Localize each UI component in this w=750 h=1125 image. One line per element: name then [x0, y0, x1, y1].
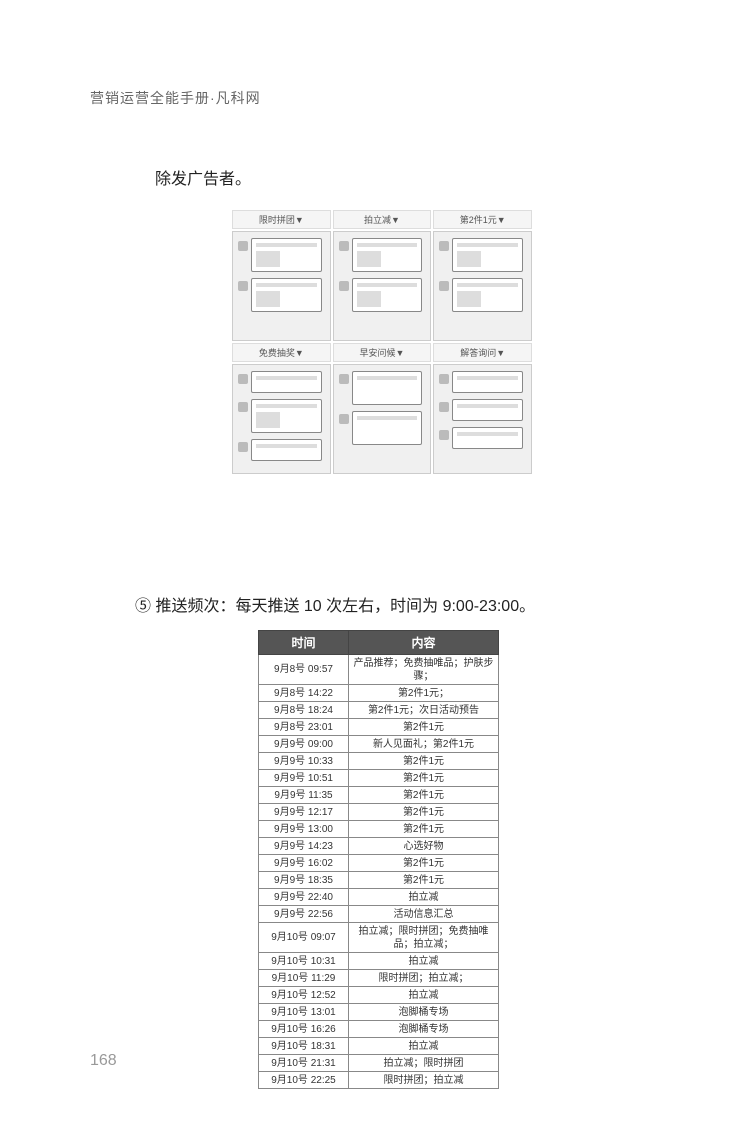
chat-screenshot-grid: 限时拼团▼ 拍立减▼ 第2件1元▼ 免费抽奖▼ 早安问候▼ 解答询问▼	[232, 210, 532, 474]
grid-label: 限时拼团▼	[232, 210, 331, 229]
table-header-time: 时间	[259, 631, 349, 655]
table-cell-time: 9月8号 14:22	[259, 685, 349, 702]
chat-panel	[433, 364, 532, 474]
table-row: 9月9号 18:35第2件1元	[259, 872, 499, 889]
table-cell-content: 第2件1元；次日活动预告	[349, 702, 499, 719]
table-row: 9月8号 14:22第2件1元；	[259, 685, 499, 702]
table-cell-content: 拍立减；限时拼团；免费抽唯品；拍立减；	[349, 923, 499, 953]
table-cell-content: 心选好物	[349, 838, 499, 855]
table-cell-time: 9月9号 10:33	[259, 753, 349, 770]
table-cell-time: 9月10号 13:01	[259, 1004, 349, 1021]
table-cell-time: 9月9号 12:17	[259, 804, 349, 821]
table-cell-time: 9月9号 10:51	[259, 770, 349, 787]
grid-label: 拍立减▼	[333, 210, 432, 229]
table-cell-content: 第2件1元	[349, 753, 499, 770]
table-cell-content: 第2件1元	[349, 787, 499, 804]
table-cell-time: 9月9号 11:35	[259, 787, 349, 804]
table-cell-content: 第2件1元	[349, 770, 499, 787]
table-cell-content: 活动信息汇总	[349, 906, 499, 923]
chat-panel	[433, 231, 532, 341]
chat-panel	[232, 364, 331, 474]
table-cell-content: 第2件1元	[349, 804, 499, 821]
table-row: 9月9号 22:40拍立减	[259, 889, 499, 906]
table-cell-content: 第2件1元	[349, 855, 499, 872]
chat-panel	[232, 231, 331, 341]
grid-label: 早安问候▼	[333, 343, 432, 362]
table-row: 9月9号 10:33第2件1元	[259, 753, 499, 770]
table-row: 9月9号 09:00新人见面礼；第2件1元	[259, 736, 499, 753]
table-cell-time: 9月9号 18:35	[259, 872, 349, 889]
table-row: 9月10号 18:31拍立减	[259, 1038, 499, 1055]
grid-label: 免费抽奖▼	[232, 343, 331, 362]
grid-label: 第2件1元▼	[433, 210, 532, 229]
table-cell-time: 9月10号 10:31	[259, 953, 349, 970]
table-cell-content: 拍立减	[349, 1038, 499, 1055]
table-row: 9月9号 12:17第2件1元	[259, 804, 499, 821]
table-cell-time: 9月10号 21:31	[259, 1055, 349, 1072]
grid-label: 解答询问▼	[433, 343, 532, 362]
table-cell-time: 9月10号 16:26	[259, 1021, 349, 1038]
table-row: 9月9号 11:35第2件1元	[259, 787, 499, 804]
table-row: 9月10号 09:07拍立减；限时拼团；免费抽唯品；拍立减；	[259, 923, 499, 953]
table-cell-content: 泡脚桶专场	[349, 1021, 499, 1038]
table-cell-content: 拍立减；限时拼团	[349, 1055, 499, 1072]
table-cell-time: 9月10号 18:31	[259, 1038, 349, 1055]
table-cell-time: 9月8号 18:24	[259, 702, 349, 719]
table-cell-time: 9月10号 11:29	[259, 970, 349, 987]
table-cell-content: 拍立减	[349, 953, 499, 970]
table-cell-content: 限时拼团；拍立减	[349, 1072, 499, 1089]
table-cell-content: 拍立减	[349, 889, 499, 906]
table-cell-content: 新人见面礼；第2件1元	[349, 736, 499, 753]
table-cell-time: 9月9号 14:23	[259, 838, 349, 855]
table-cell-time: 9月9号 13:00	[259, 821, 349, 838]
table-cell-time: 9月8号 23:01	[259, 719, 349, 736]
table-row: 9月10号 21:31拍立减；限时拼团	[259, 1055, 499, 1072]
table-row: 9月10号 13:01泡脚桶专场	[259, 1004, 499, 1021]
table-row: 9月8号 23:01第2件1元	[259, 719, 499, 736]
table-cell-content: 产品推荐；免费抽唯品；护肤步骤；	[349, 655, 499, 685]
table-row: 9月10号 10:31拍立减	[259, 953, 499, 970]
table-cell-content: 第2件1元；	[349, 685, 499, 702]
paragraph-2: ⑤ 推送频次：每天推送 10 次左右，时间为 9:00-23:00。	[135, 592, 535, 616]
table-cell-content: 限时拼团；拍立减；	[349, 970, 499, 987]
table-row: 9月9号 22:56活动信息汇总	[259, 906, 499, 923]
table-row: 9月10号 12:52拍立减	[259, 987, 499, 1004]
page-header: 营销运营全能手册·凡科网	[90, 88, 261, 108]
table-cell-content: 第2件1元	[349, 821, 499, 838]
table-row: 9月10号 11:29限时拼团；拍立减；	[259, 970, 499, 987]
paragraph-1: 除发广告者。	[155, 165, 251, 189]
table-row: 9月9号 10:51第2件1元	[259, 770, 499, 787]
table-cell-content: 第2件1元	[349, 872, 499, 889]
table-cell-content: 拍立减	[349, 987, 499, 1004]
push-schedule-table: 时间 内容 9月8号 09:57产品推荐；免费抽唯品；护肤步骤；9月8号 14:…	[258, 630, 499, 1089]
table-row: 9月8号 09:57产品推荐；免费抽唯品；护肤步骤；	[259, 655, 499, 685]
table-cell-time: 9月10号 09:07	[259, 923, 349, 953]
table-row: 9月9号 16:02第2件1元	[259, 855, 499, 872]
page-number: 168	[90, 1052, 117, 1070]
table-cell-time: 9月9号 22:40	[259, 889, 349, 906]
table-row: 9月10号 22:25限时拼团；拍立减	[259, 1072, 499, 1089]
table-cell-content: 泡脚桶专场	[349, 1004, 499, 1021]
table-header-content: 内容	[349, 631, 499, 655]
table-row: 9月8号 18:24第2件1元；次日活动预告	[259, 702, 499, 719]
chat-panel	[333, 231, 432, 341]
chat-panel	[333, 364, 432, 474]
table-cell-time: 9月10号 22:25	[259, 1072, 349, 1089]
table-cell-time: 9月10号 12:52	[259, 987, 349, 1004]
table-cell-time: 9月9号 16:02	[259, 855, 349, 872]
table-row: 9月9号 14:23心选好物	[259, 838, 499, 855]
table-row: 9月9号 13:00第2件1元	[259, 821, 499, 838]
table-cell-content: 第2件1元	[349, 719, 499, 736]
table-cell-time: 9月9号 09:00	[259, 736, 349, 753]
table-cell-time: 9月9号 22:56	[259, 906, 349, 923]
table-row: 9月10号 16:26泡脚桶专场	[259, 1021, 499, 1038]
table-cell-time: 9月8号 09:57	[259, 655, 349, 685]
